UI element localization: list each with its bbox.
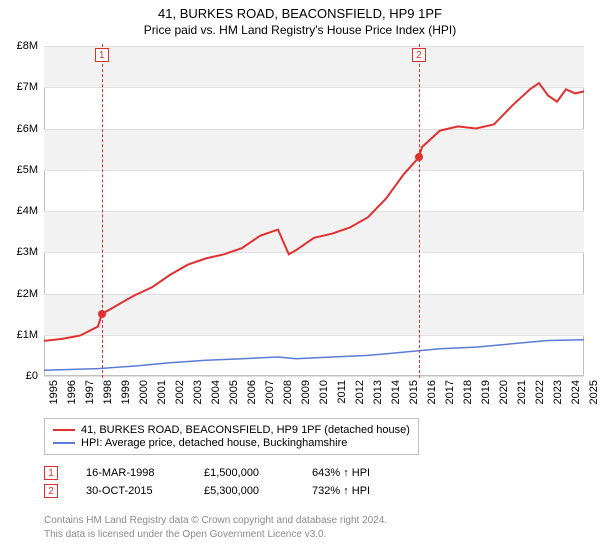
y-axis-label: £2M <box>17 288 38 300</box>
table-row: 1 16-MAR-1998 £1,500,000 643% ↑ HPI <box>44 466 370 480</box>
table-row: 2 30-OCT-2015 £5,300,000 732% ↑ HPI <box>44 484 370 498</box>
x-axis-label: 2006 <box>246 380 258 404</box>
gridline <box>44 376 584 377</box>
x-axis-label: 2024 <box>570 380 582 404</box>
x-axis-label: 1998 <box>102 380 114 404</box>
transactions-table: 1 16-MAR-1998 £1,500,000 643% ↑ HPI 2 30… <box>44 462 370 502</box>
x-axis-label: 2020 <box>498 380 510 404</box>
x-axis-label: 2009 <box>300 380 312 404</box>
x-axis-label: 2000 <box>138 380 150 404</box>
x-axis-label: 1999 <box>120 380 132 404</box>
y-axis-label: £8M <box>17 40 38 52</box>
transaction-pct: 643% ↑ HPI <box>312 467 370 479</box>
transaction-date: 30-OCT-2015 <box>86 485 176 497</box>
legend-label: 41, BURKES ROAD, BEACONSFIELD, HP9 1PF (… <box>81 424 410 436</box>
x-axis-label: 2007 <box>264 380 276 404</box>
price-marker-badge: 2 <box>412 48 426 62</box>
x-axis-label: 2013 <box>372 380 384 404</box>
legend: 41, BURKES ROAD, BEACONSFIELD, HP9 1PF (… <box>44 418 419 455</box>
x-axis-label: 2008 <box>282 380 294 404</box>
price-marker-badge: 1 <box>95 48 109 62</box>
x-axis-label: 2022 <box>534 380 546 404</box>
x-axis-label: 2018 <box>462 380 474 404</box>
legend-label: HPI: Average price, detached house, Buck… <box>81 437 347 449</box>
legend-swatch <box>53 442 75 444</box>
x-axis-label: 2010 <box>318 380 330 404</box>
x-axis-label: 2001 <box>156 380 168 404</box>
chart-lines <box>44 46 584 376</box>
transaction-pct: 732% ↑ HPI <box>312 485 370 497</box>
x-axis-label: 2016 <box>426 380 438 404</box>
y-axis-label: £3M <box>17 246 38 258</box>
title-sub: Price paid vs. HM Land Registry's House … <box>0 23 600 37</box>
x-axis-label: 1996 <box>66 380 78 404</box>
series-line-property <box>44 83 584 341</box>
transaction-price: £1,500,000 <box>204 467 284 479</box>
x-axis-label: 2005 <box>228 380 240 404</box>
y-axis-label: £1M <box>17 329 38 341</box>
x-axis-label: 2017 <box>444 380 456 404</box>
price-marker-dot <box>415 153 423 161</box>
x-axis-label: 2015 <box>408 380 420 404</box>
transaction-badge: 2 <box>44 484 58 498</box>
series-line-hpi <box>44 340 584 371</box>
price-marker-dot <box>98 310 106 318</box>
x-axis-label: 2025 <box>588 380 600 404</box>
y-axis-label: £0 <box>26 370 38 382</box>
x-axis-label: 2019 <box>480 380 492 404</box>
legend-item: 41, BURKES ROAD, BEACONSFIELD, HP9 1PF (… <box>53 424 410 436</box>
x-axis-label: 2002 <box>174 380 186 404</box>
y-axis-label: £7M <box>17 81 38 93</box>
transaction-price: £5,300,000 <box>204 485 284 497</box>
x-axis-label: 2003 <box>192 380 204 404</box>
title-block: 41, BURKES ROAD, BEACONSFIELD, HP9 1PF P… <box>0 0 600 37</box>
x-axis-label: 2023 <box>552 380 564 404</box>
y-axis-label: £6M <box>17 123 38 135</box>
x-axis-label: 2011 <box>336 380 348 404</box>
chart-area: £0£1M£2M£3M£4M£5M£6M£7M£8M19951996199719… <box>44 46 584 376</box>
price-marker-line <box>102 44 103 378</box>
x-axis-label: 2004 <box>210 380 222 404</box>
x-axis-label: 2012 <box>354 380 366 404</box>
x-axis-label: 1997 <box>84 380 96 404</box>
footer-line: This data is licensed under the Open Gov… <box>44 528 387 542</box>
title-main: 41, BURKES ROAD, BEACONSFIELD, HP9 1PF <box>0 6 600 21</box>
x-axis-label: 1995 <box>48 380 60 404</box>
y-axis-label: £5M <box>17 164 38 176</box>
legend-item: HPI: Average price, detached house, Buck… <box>53 437 410 449</box>
price-marker-line <box>419 44 420 378</box>
x-axis-label: 2014 <box>390 380 402 404</box>
chart-container: 41, BURKES ROAD, BEACONSFIELD, HP9 1PF P… <box>0 0 600 560</box>
y-axis-label: £4M <box>17 205 38 217</box>
transaction-badge: 1 <box>44 466 58 480</box>
transaction-date: 16-MAR-1998 <box>86 467 176 479</box>
x-axis-label: 2021 <box>516 380 528 404</box>
footer: Contains HM Land Registry data © Crown c… <box>44 514 387 541</box>
footer-line: Contains HM Land Registry data © Crown c… <box>44 514 387 528</box>
legend-swatch <box>53 429 75 431</box>
